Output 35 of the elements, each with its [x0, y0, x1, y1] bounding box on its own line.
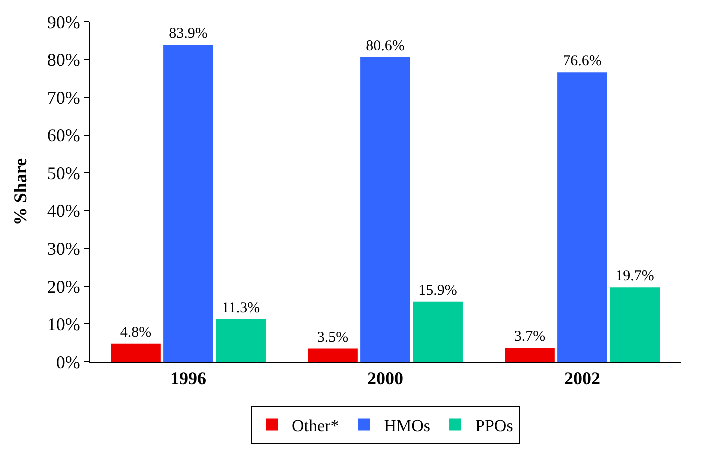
data-label: 11.3%	[222, 300, 260, 316]
y-tick-label: 90%	[47, 12, 80, 32]
data-label: 4.8%	[120, 324, 152, 341]
bar	[610, 288, 660, 362]
data-label: 3.5%	[317, 330, 349, 346]
x-tick-label: 2002	[564, 368, 600, 389]
legend-label: Other*	[292, 416, 340, 436]
data-label: 15.9%	[418, 282, 458, 299]
data-label: 3.7%	[514, 329, 546, 346]
bar	[505, 348, 555, 362]
bar	[308, 348, 358, 362]
y-tick-label: 10%	[47, 314, 80, 335]
data-label: 19.7%	[616, 268, 654, 285]
y-tick-label: 80%	[47, 50, 80, 70]
y-tick-label: 30%	[47, 238, 80, 259]
bar	[558, 72, 608, 362]
y-tick-label: 20%	[47, 276, 80, 297]
data-label: 76.6%	[563, 54, 602, 70]
x-tick-label: 2000	[368, 368, 404, 389]
bar	[360, 58, 410, 362]
legend-label: PPOs	[476, 416, 514, 436]
y-tick-label: 0%	[56, 352, 80, 372]
legend-label: HMOs	[384, 416, 431, 436]
y-axis-title: % Share	[10, 158, 31, 226]
bar	[164, 45, 214, 362]
bar	[413, 302, 463, 362]
y-tick-label: 70%	[47, 88, 80, 108]
bar	[216, 319, 266, 362]
y-tick-label: 60%	[47, 126, 80, 146]
x-tick-label: 1996	[170, 368, 206, 389]
data-label: 80.6%	[366, 38, 405, 55]
data-label: 83.9%	[169, 26, 208, 42]
y-tick-label: 50%	[47, 163, 80, 184]
y-tick-label: 40%	[47, 201, 80, 222]
bar	[111, 344, 161, 362]
